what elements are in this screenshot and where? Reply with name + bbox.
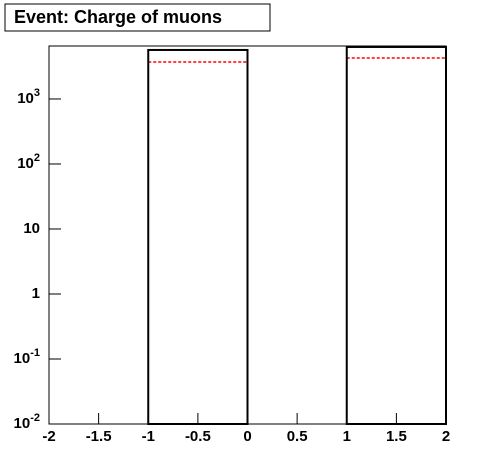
x-tick-label: 0.5	[287, 428, 308, 445]
chart-title: Event: Charge of muons	[14, 7, 222, 27]
histogram-bin	[346, 57, 447, 425]
y-tick-label: 103	[17, 87, 40, 107]
x-tick-label: -1	[142, 428, 155, 445]
y-tick-label: 1	[32, 285, 40, 302]
y-tick-label: 10-2	[14, 412, 40, 432]
y-tick-exponent: -2	[30, 412, 40, 424]
y-tick-base: 10	[17, 155, 34, 172]
title-box	[4, 3, 271, 32]
x-tick-label: 1.5	[386, 428, 407, 445]
histogram-bin	[345, 45, 447, 425]
y-tick-label: 102	[17, 152, 40, 172]
histogram-bin	[147, 48, 249, 426]
x-tick-label: -0.5	[185, 428, 211, 445]
x-tick-label: 1	[343, 428, 351, 445]
y-tick-base: 10	[14, 350, 31, 367]
y-tick-exponent: 2	[34, 152, 40, 164]
y-tick-base: 10	[17, 90, 34, 107]
y-tick-label: 10-1	[14, 347, 40, 367]
x-tick-label: -2	[42, 428, 55, 445]
x-tick-label: 0	[243, 428, 251, 445]
y-tick-label: 10	[23, 220, 40, 237]
x-tick-label: 2	[442, 428, 450, 445]
histogram-bin	[147, 61, 249, 425]
x-tick-label: -1.5	[86, 428, 112, 445]
y-tick-exponent: 3	[34, 87, 40, 99]
y-tick-base: 10	[14, 415, 31, 432]
y-tick-exponent: -1	[30, 347, 40, 359]
